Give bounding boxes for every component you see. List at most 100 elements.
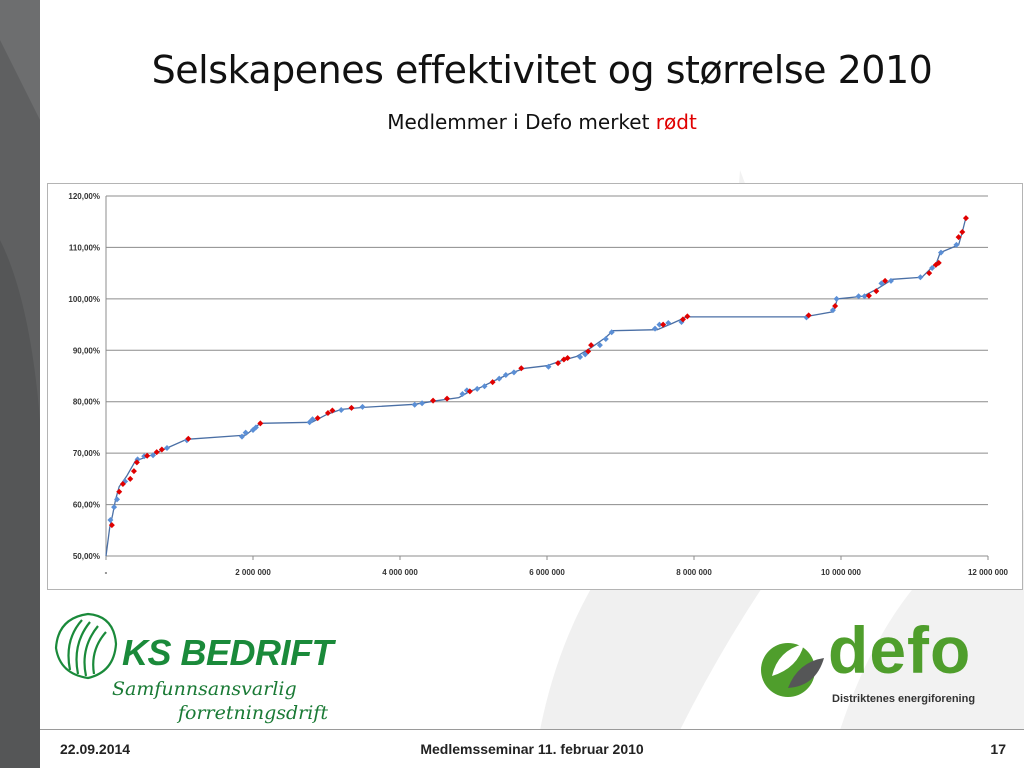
member-point bbox=[119, 481, 126, 487]
member-point bbox=[832, 303, 839, 310]
efficiency-size-chart: 50,00% 60,00% 70,00% 80,00% 90,00% 100,00% 110… bbox=[68, 192, 1009, 577]
member-point bbox=[130, 468, 137, 475]
member-point bbox=[518, 365, 525, 372]
non-member-point bbox=[596, 342, 603, 349]
non-member-point bbox=[150, 452, 157, 459]
non-member-point bbox=[459, 391, 466, 397]
member-point bbox=[873, 288, 880, 295]
non-member-point bbox=[887, 277, 894, 284]
member-point bbox=[959, 229, 966, 235]
non-member-point bbox=[833, 295, 840, 302]
non-member-point bbox=[502, 371, 509, 378]
member-point bbox=[684, 313, 691, 320]
member-point bbox=[348, 404, 355, 411]
slide-title: Selskapenes effektivitet og størrelse 20… bbox=[151, 48, 933, 92]
member-point bbox=[324, 410, 331, 417]
x-tick-label: 8 000 000 bbox=[676, 568, 712, 577]
non-member-point bbox=[242, 429, 249, 436]
x-tick-label: 10 000 000 bbox=[821, 568, 862, 577]
data-points bbox=[107, 215, 969, 529]
y-tick-label: 50,00% bbox=[73, 552, 100, 561]
y-tick-label: 110,00% bbox=[69, 243, 100, 252]
footer-page-number: 17 bbox=[990, 741, 1006, 757]
member-point bbox=[560, 356, 567, 363]
ks-logo-tagline-1: Samfunnsansvarlig bbox=[112, 678, 297, 700]
non-member-point bbox=[238, 433, 245, 440]
non-member-point bbox=[164, 445, 171, 451]
member-point bbox=[805, 312, 812, 319]
non-member-point bbox=[929, 265, 936, 271]
defo-leaf-icon bbox=[761, 643, 824, 697]
slide-subtitle: Medlemmer i Defo merket rødt bbox=[60, 110, 1024, 134]
member-point bbox=[932, 261, 939, 268]
y-tick-label: 60,00% bbox=[73, 501, 100, 510]
member-point bbox=[588, 342, 595, 349]
member-point bbox=[926, 270, 933, 277]
non-member-point bbox=[496, 375, 503, 382]
x-tick-label: 12 000 000 bbox=[968, 568, 1009, 577]
member-point bbox=[489, 379, 496, 386]
member-point bbox=[153, 449, 160, 456]
y-tick-label: 100,00% bbox=[68, 295, 100, 304]
member-point bbox=[660, 321, 667, 328]
member-point bbox=[158, 446, 165, 453]
non-member-point bbox=[545, 363, 552, 370]
grid-layer bbox=[105, 195, 988, 557]
non-member-point bbox=[111, 504, 118, 511]
non-member-point bbox=[937, 249, 944, 256]
band-swoosh-decor bbox=[0, 0, 40, 768]
x-tick-label: - bbox=[105, 568, 108, 577]
y-tick-label: 80,00% bbox=[73, 398, 100, 407]
chart-area: 50,00% 60,00% 70,00% 80,00% 90,00% 100,00% 110… bbox=[47, 183, 1023, 590]
member-point bbox=[564, 355, 571, 361]
non-member-point bbox=[107, 517, 114, 523]
left-decor-band bbox=[0, 0, 40, 768]
member-point bbox=[935, 259, 942, 266]
non-member-point bbox=[359, 403, 366, 410]
member-point bbox=[144, 452, 151, 459]
member-point bbox=[585, 348, 592, 355]
non-member-point bbox=[474, 385, 481, 392]
ks-logo-tagline-2: forretningsdrift bbox=[178, 702, 328, 724]
non-member-point bbox=[309, 416, 316, 423]
member-point bbox=[430, 397, 437, 404]
member-point bbox=[116, 488, 123, 495]
non-member-point bbox=[510, 369, 517, 376]
member-point bbox=[127, 475, 134, 482]
member-point bbox=[329, 407, 336, 414]
non-member-point bbox=[608, 329, 615, 336]
non-member-point bbox=[183, 437, 190, 444]
non-member-point bbox=[114, 496, 121, 503]
non-member-point bbox=[582, 351, 589, 358]
subtitle-text: Medlemmer i Defo merket bbox=[387, 110, 650, 134]
non-member-point bbox=[652, 325, 659, 332]
slide-footer: 22.09.2014 Medlemsseminar 11. februar 20… bbox=[40, 730, 1024, 768]
non-member-point bbox=[953, 241, 960, 248]
footer-event: Medlemsseminar 11. februar 2010 bbox=[420, 741, 644, 757]
member-point bbox=[108, 522, 115, 529]
member-point bbox=[555, 360, 562, 367]
efficiency-curve bbox=[105, 217, 967, 557]
non-member-point bbox=[855, 293, 862, 300]
non-member-point bbox=[878, 280, 885, 287]
member-point bbox=[185, 435, 192, 442]
non-member-point bbox=[419, 400, 426, 407]
member-point bbox=[133, 459, 140, 466]
footer-divider bbox=[40, 729, 1024, 730]
member-point bbox=[314, 415, 321, 422]
y-tick-label: 90,00% bbox=[73, 346, 100, 355]
subtitle-highlight: rødt bbox=[655, 110, 697, 134]
member-point bbox=[962, 215, 969, 222]
member-point bbox=[882, 277, 889, 284]
x-tick-label: 6 000 000 bbox=[529, 568, 565, 577]
non-member-point bbox=[338, 406, 345, 413]
non-member-point bbox=[602, 335, 609, 342]
y-axis-ticks: 50,00% 60,00% 70,00% 80,00% 90,00% 100,00% 110… bbox=[68, 192, 100, 561]
defo-logo-tagline: Distriktenes energiforening bbox=[832, 693, 976, 705]
member-point bbox=[865, 292, 872, 299]
non-member-point bbox=[252, 424, 259, 431]
footer-date: 22.09.2014 bbox=[60, 741, 131, 757]
non-member-point bbox=[917, 274, 924, 281]
defo-logo-name: defo bbox=[828, 613, 972, 687]
y-tick-label: 120,00% bbox=[68, 192, 100, 201]
